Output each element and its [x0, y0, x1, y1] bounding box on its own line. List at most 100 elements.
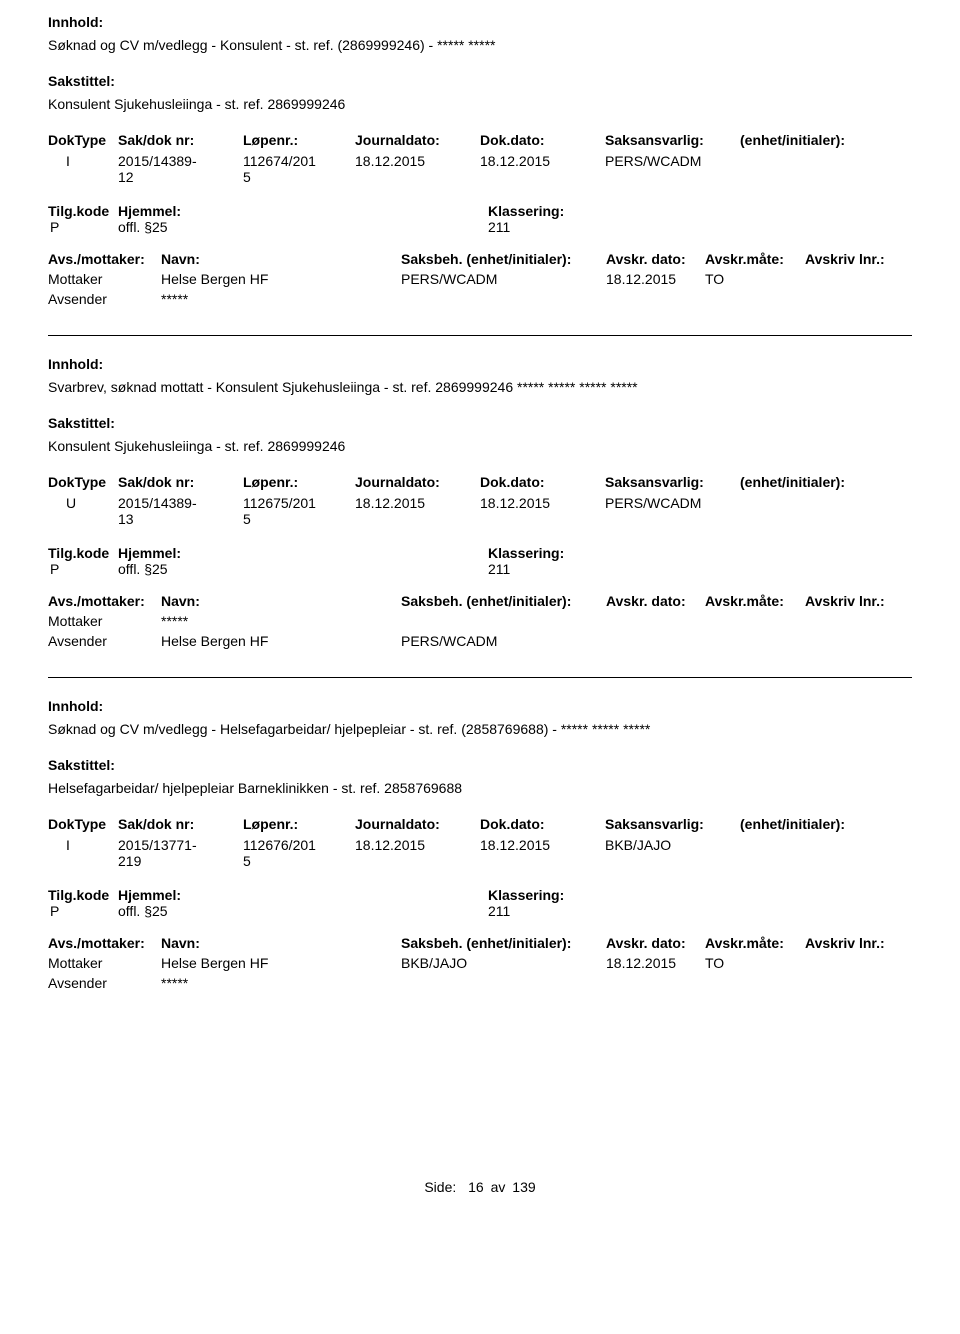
sakstittel-text: Konsulent Sjukehusleiinga - st. ref. 286… — [48, 96, 912, 112]
hdr-navn: Navn: — [161, 593, 401, 609]
val-tilgkode: P — [48, 561, 118, 577]
innhold-text: Søknad og CV m/vedlegg - Helsefagarbeida… — [48, 721, 912, 737]
party-saksbeh: PERS/WCADM — [401, 271, 606, 287]
hdr-enhet: (enhet/initialer): — [740, 816, 895, 832]
hdr-saksbeh: Saksbeh. (enhet/initialer): — [401, 593, 606, 609]
hdr-avskriv-lnr: Avskriv lnr.: — [805, 935, 905, 951]
hdr-navn: Navn: — [161, 251, 401, 267]
hdr-avskr-dato: Avskr. dato: — [606, 251, 705, 267]
tilg-header-row: Tilg.kode Hjemmel: Klassering: — [48, 203, 912, 219]
hdr-lopenr: Løpenr.: — [243, 132, 355, 148]
hdr-enhet: (enhet/initialer): — [740, 132, 895, 148]
hdr-doktype: DokType — [48, 816, 118, 832]
hdr-sakdok: Sak/dok nr: — [118, 816, 243, 832]
hdr-tilgkode: Tilg.kode — [48, 203, 118, 219]
meta-value-row: I 2015/14389-12 112674/2015 18.12.2015 1… — [48, 153, 912, 185]
party-role: Mottaker — [48, 271, 161, 287]
party-role: Avsender — [48, 975, 161, 991]
hdr-klassering: Klassering: — [488, 887, 688, 903]
tilg-value-row: P offl. §25 211 — [48, 561, 912, 577]
val-klassering: 211 — [488, 561, 688, 577]
party-name: ***** — [161, 613, 401, 629]
hdr-avskr-dato: Avskr. dato: — [606, 935, 705, 951]
tilg-header-row: Tilg.kode Hjemmel: Klassering: — [48, 887, 912, 903]
hdr-dokdato: Dok.dato: — [480, 816, 605, 832]
hdr-klassering: Klassering: — [488, 545, 688, 561]
party-row: Mottaker Helse Bergen HF BKB/JAJO 18.12.… — [48, 955, 912, 971]
party-name: Helse Bergen HF — [161, 633, 401, 649]
party-name: Helse Bergen HF — [161, 955, 401, 971]
innhold-text: Svarbrev, søknad mottatt - Konsulent Sju… — [48, 379, 912, 395]
record-divider — [48, 335, 912, 336]
hdr-lopenr: Løpenr.: — [243, 474, 355, 490]
hdr-saksansvarlig: Saksansvarlig: — [605, 816, 740, 832]
party-saksbeh: BKB/JAJO — [401, 955, 606, 971]
hdr-avsmottaker: Avs./mottaker: — [48, 251, 161, 267]
hdr-journaldato: Journaldato: — [355, 132, 480, 148]
hdr-doktype: DokType — [48, 474, 118, 490]
footer-total: 139 — [512, 1179, 535, 1195]
hdr-saksansvarlig: Saksansvarlig: — [605, 132, 740, 148]
party-row: Mottaker Helse Bergen HF PERS/WCADM 18.1… — [48, 271, 912, 287]
party-header-row: Avs./mottaker: Navn: Saksbeh. (enhet/ini… — [48, 935, 912, 951]
sakstittel-text: Konsulent Sjukehusleiinga - st. ref. 286… — [48, 438, 912, 454]
hdr-klassering: Klassering: — [488, 203, 688, 219]
sakstittel-label: Sakstittel: — [48, 757, 912, 773]
val-hjemmel: offl. §25 — [118, 561, 488, 577]
page-footer: Side: 16 av 139 — [48, 1179, 912, 1225]
hdr-avsmottaker: Avs./mottaker: — [48, 935, 161, 951]
journal-record: Innhold: Søknad og CV m/vedlegg - Helsef… — [48, 677, 912, 1019]
val-tilgkode: P — [48, 219, 118, 235]
hdr-saksbeh: Saksbeh. (enhet/initialer): — [401, 935, 606, 951]
meta-value-row: I 2015/13771-219 112676/2015 18.12.2015 … — [48, 837, 912, 869]
party-header-row: Avs./mottaker: Navn: Saksbeh. (enhet/ini… — [48, 251, 912, 267]
party-row: Avsender ***** — [48, 291, 912, 307]
hdr-enhet: (enhet/initialer): — [740, 474, 895, 490]
val-hjemmel: offl. §25 — [118, 219, 488, 235]
val-dokdato: 18.12.2015 — [480, 837, 605, 853]
val-journaldato: 18.12.2015 — [355, 495, 480, 511]
hdr-lopenr: Løpenr.: — [243, 816, 355, 832]
party-role: Mottaker — [48, 613, 161, 629]
val-sakdok: 2015/13771-219 — [118, 837, 243, 869]
sakstittel-label: Sakstittel: — [48, 73, 912, 89]
meta-value-row: U 2015/14389-13 112675/2015 18.12.2015 1… — [48, 495, 912, 527]
hdr-avskr-mate: Avskr.måte: — [705, 935, 805, 951]
party-avskr-dato: 18.12.2015 — [606, 271, 705, 287]
hdr-navn: Navn: — [161, 935, 401, 951]
val-sakdok: 2015/14389-12 — [118, 153, 243, 185]
val-klassering: 211 — [488, 903, 688, 919]
tilg-value-row: P offl. §25 211 — [48, 219, 912, 235]
val-hjemmel: offl. §25 — [118, 903, 488, 919]
sakstittel-label: Sakstittel: — [48, 415, 912, 431]
val-saksansvarlig: BKB/JAJO — [605, 837, 740, 853]
meta-header-row: DokType Sak/dok nr: Løpenr.: Journaldato… — [48, 474, 912, 490]
hdr-journaldato: Journaldato: — [355, 474, 480, 490]
journal-record: Innhold: Søknad og CV m/vedlegg - Konsul… — [48, 14, 912, 335]
hdr-avskr-mate: Avskr.måte: — [705, 251, 805, 267]
hdr-dokdato: Dok.dato: — [480, 474, 605, 490]
val-lopenr: 112676/2015 — [243, 837, 355, 869]
footer-page: 16 — [468, 1179, 484, 1195]
hdr-avskriv-lnr: Avskriv lnr.: — [805, 251, 905, 267]
party-name: Helse Bergen HF — [161, 271, 401, 287]
party-row: Mottaker ***** — [48, 613, 912, 629]
val-lopenr: 112675/2015 — [243, 495, 355, 527]
val-journaldato: 18.12.2015 — [355, 837, 480, 853]
sakstittel-text: Helsefagarbeidar/ hjelpepleiar Barneklin… — [48, 780, 912, 796]
innhold-label: Innhold: — [48, 698, 912, 714]
hdr-tilgkode: Tilg.kode — [48, 545, 118, 561]
party-role: Avsender — [48, 291, 161, 307]
hdr-saksbeh: Saksbeh. (enhet/initialer): — [401, 251, 606, 267]
val-journaldato: 18.12.2015 — [355, 153, 480, 169]
val-dokdato: 18.12.2015 — [480, 153, 605, 169]
record-divider — [48, 677, 912, 678]
hdr-hjemmel: Hjemmel: — [118, 887, 488, 903]
party-role: Avsender — [48, 633, 161, 649]
innhold-text: Søknad og CV m/vedlegg - Konsulent - st.… — [48, 37, 912, 53]
val-klassering: 211 — [488, 219, 688, 235]
tilg-value-row: P offl. §25 211 — [48, 903, 912, 919]
hdr-hjemmel: Hjemmel: — [118, 203, 488, 219]
hdr-hjemmel: Hjemmel: — [118, 545, 488, 561]
hdr-avskr-dato: Avskr. dato: — [606, 593, 705, 609]
